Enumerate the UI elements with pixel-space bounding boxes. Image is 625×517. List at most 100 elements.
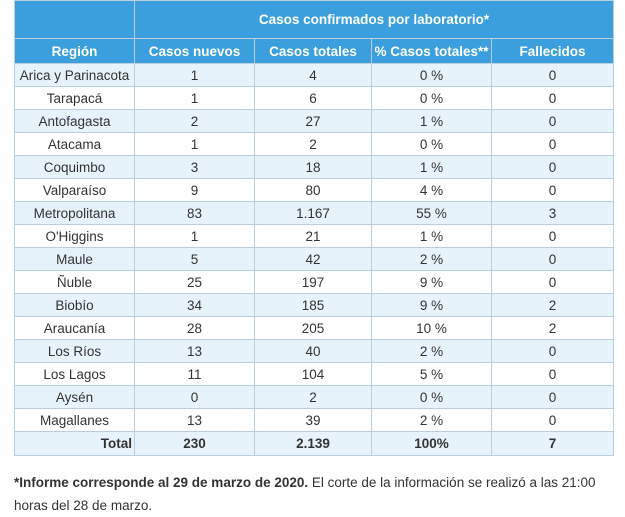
cell-region: Antofagasta (14, 109, 135, 133)
cell-deaths: 0 (490, 362, 615, 386)
cell-deaths: 0 (490, 339, 615, 363)
cell-deaths: 3 (490, 201, 615, 225)
cell-region: Los Lagos (14, 362, 135, 386)
cell-new-cases: 34 (134, 293, 255, 317)
cell-total-cases: 104 (254, 362, 372, 386)
total-row: Total 230 2.139 100% 7 (14, 431, 615, 456)
cell-new-cases: 25 (134, 270, 255, 294)
cell-new-cases: 0 (134, 385, 255, 409)
column-header-new-cases: Casos nuevos (134, 38, 255, 64)
cases-table-container: Casos confirmados por laboratorio* Regió… (14, 0, 615, 456)
column-header-percent-cases: % Casos totales** (371, 38, 492, 64)
cell-new-cases: 13 (134, 339, 255, 363)
total-cell-new-cases: 230 (134, 431, 255, 456)
cell-new-cases: 1 (134, 63, 255, 87)
table-row: Aysén 0 2 0 % 0 (14, 385, 615, 409)
cell-deaths: 2 (490, 293, 615, 317)
cell-region: Ñuble (14, 270, 135, 294)
cell-total-cases: 197 (254, 270, 372, 294)
cell-percent-cases: 1 % (371, 109, 492, 133)
cell-total-cases: 2 (254, 385, 372, 409)
column-header-total-cases: Casos totales (254, 38, 372, 64)
cell-new-cases: 3 (134, 155, 255, 179)
footnote-bold: *Informe corresponde al 29 de marzo de 2… (14, 475, 309, 490)
cell-percent-cases: 4 % (371, 178, 492, 202)
cell-total-cases: 27 (254, 109, 372, 133)
table-row: Antofagasta 2 27 1 % 0 (14, 109, 615, 133)
table-row: Atacama 1 2 0 % 0 (14, 132, 615, 156)
table-row: Magallanes 13 39 2 % 0 (14, 408, 615, 432)
cell-total-cases: 80 (254, 178, 372, 202)
column-header-region: Región (14, 38, 135, 64)
cell-deaths: 0 (490, 224, 615, 248)
report-footnote: *Informe corresponde al 29 de marzo de 2… (14, 471, 614, 517)
cell-region: O'Higgins (14, 224, 135, 248)
cell-new-cases: 83 (134, 201, 255, 225)
cell-region: Metropolitana (14, 201, 135, 225)
cell-deaths: 2 (490, 316, 615, 340)
cell-percent-cases: 2 % (371, 247, 492, 271)
table-row: Los Ríos 13 40 2 % 0 (14, 339, 615, 363)
cell-percent-cases: 1 % (371, 224, 492, 248)
cell-new-cases: 13 (134, 408, 255, 432)
cell-region: Atacama (14, 132, 135, 156)
cell-new-cases: 28 (134, 316, 255, 340)
table-row: Araucanía 28 205 10 % 2 (14, 316, 615, 340)
super-header-empty (14, 0, 135, 39)
cell-deaths: 0 (490, 63, 615, 87)
cell-region: Araucanía (14, 316, 135, 340)
cell-percent-cases: 55 % (371, 201, 492, 225)
cell-percent-cases: 0 % (371, 86, 492, 110)
cell-percent-cases: 1 % (371, 155, 492, 179)
cell-deaths: 0 (490, 132, 615, 156)
cell-deaths: 0 (490, 270, 615, 294)
cell-new-cases: 11 (134, 362, 255, 386)
total-cell-total-cases: 2.139 (254, 431, 372, 456)
cell-total-cases: 185 (254, 293, 372, 317)
cell-deaths: 0 (490, 155, 615, 179)
table-row: Valparaíso 9 80 4 % 0 (14, 178, 615, 202)
cell-region: Coquimbo (14, 155, 135, 179)
cell-deaths: 0 (490, 385, 615, 409)
total-cell-percent-cases: 100% (371, 431, 492, 456)
cell-region: Arica y Parinacota (14, 63, 135, 87)
cell-total-cases: 21 (254, 224, 372, 248)
super-header-title: Casos confirmados por laboratorio* (133, 0, 615, 39)
cell-region: Aysén (14, 385, 135, 409)
column-header-deaths: Fallecidos (490, 38, 615, 64)
cell-deaths: 0 (490, 408, 615, 432)
cell-percent-cases: 9 % (371, 270, 492, 294)
cell-deaths: 0 (490, 109, 615, 133)
cell-total-cases: 205 (254, 316, 372, 340)
cell-percent-cases: 2 % (371, 339, 492, 363)
cell-region: Tarapacá (14, 86, 135, 110)
cell-percent-cases: 0 % (371, 132, 492, 156)
cell-new-cases: 5 (134, 247, 255, 271)
table-header: Casos confirmados por laboratorio* Regió… (14, 0, 615, 64)
cell-region: Valparaíso (14, 178, 135, 202)
table-row: Biobío 34 185 9 % 2 (14, 293, 615, 317)
cell-total-cases: 18 (254, 155, 372, 179)
super-header-row: Casos confirmados por laboratorio* (14, 0, 615, 39)
cases-table: Casos confirmados por laboratorio* Regió… (14, 0, 615, 456)
cell-percent-cases: 5 % (371, 362, 492, 386)
cell-percent-cases: 10 % (371, 316, 492, 340)
cell-new-cases: 1 (134, 224, 255, 248)
cell-region: Maule (14, 247, 135, 271)
table-row: Arica y Parinacota 1 4 0 % 0 (14, 63, 615, 87)
cell-percent-cases: 0 % (371, 63, 492, 87)
cell-new-cases: 1 (134, 86, 255, 110)
column-header-row: Región Casos nuevos Casos totales % Caso… (14, 38, 615, 64)
table-row: Coquimbo 3 18 1 % 0 (14, 155, 615, 179)
cell-total-cases: 4 (254, 63, 372, 87)
cell-region: Biobío (14, 293, 135, 317)
total-cell-deaths: 7 (490, 431, 615, 456)
cell-new-cases: 1 (134, 132, 255, 156)
cell-total-cases: 1.167 (254, 201, 372, 225)
table-row: Tarapacá 1 6 0 % 0 (14, 86, 615, 110)
cell-new-cases: 9 (134, 178, 255, 202)
cell-total-cases: 39 (254, 408, 372, 432)
cell-region: Los Ríos (14, 339, 135, 363)
cell-deaths: 0 (490, 178, 615, 202)
cell-total-cases: 42 (254, 247, 372, 271)
